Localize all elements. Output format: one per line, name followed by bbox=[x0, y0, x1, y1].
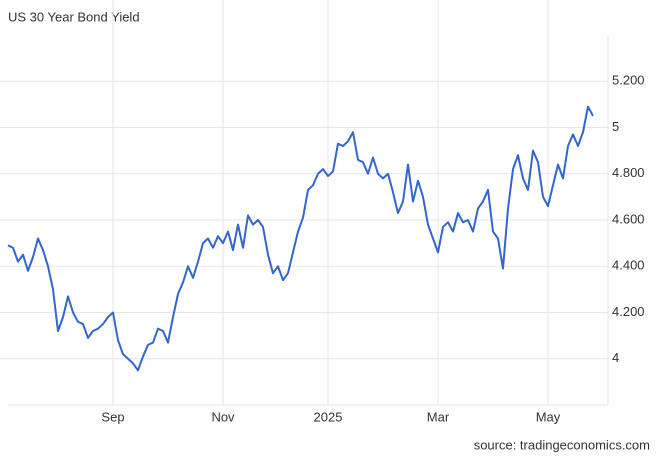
x-tick-label: Mar bbox=[427, 409, 450, 424]
x-tick-label: Nov bbox=[211, 409, 235, 424]
y-tick-label: 5.200 bbox=[612, 73, 645, 88]
x-tick-label: Sep bbox=[101, 409, 124, 424]
data-line bbox=[7, 105, 594, 372]
y-tick-label: 4 bbox=[612, 350, 619, 365]
x-tick-label: May bbox=[536, 409, 561, 424]
x-tick-label: 2025 bbox=[314, 409, 343, 424]
source-note: source: tradingeconomics.com bbox=[474, 437, 650, 452]
y-tick-label: 4.200 bbox=[612, 304, 645, 319]
y-tick-label: 4.800 bbox=[612, 165, 645, 180]
y-tick-label: 4.400 bbox=[612, 258, 645, 273]
y-tick-label: 5 bbox=[612, 119, 619, 134]
chart-title: US 30 Year Bond Yield bbox=[8, 9, 140, 24]
y-tick-label: 4.600 bbox=[612, 211, 645, 226]
